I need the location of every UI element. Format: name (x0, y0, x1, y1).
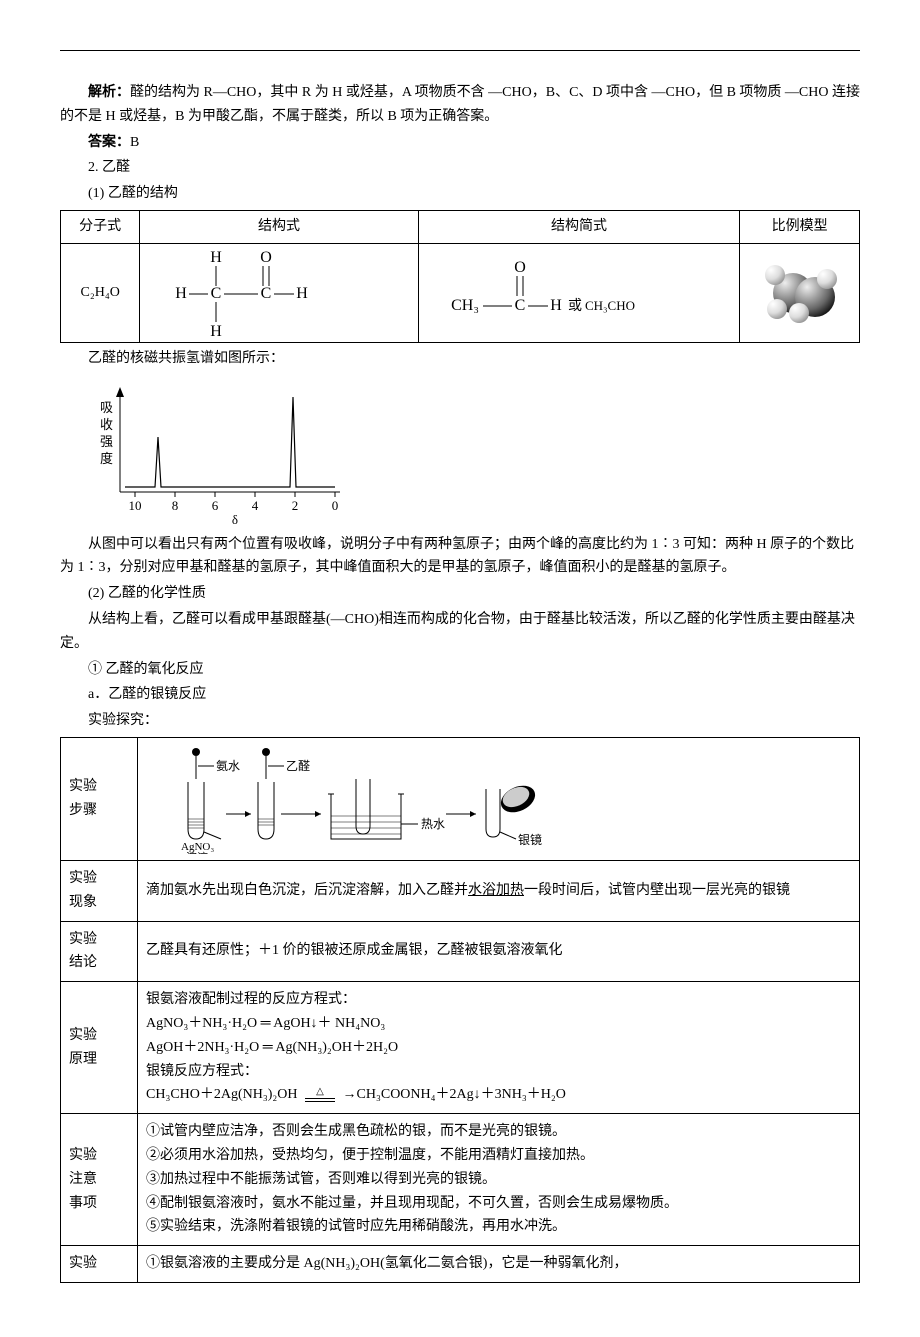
svg-label-CH3: CH₃ (451, 297, 479, 314)
structure-table: 分子式 结构式 结构简式 比例模型 C₂H₄O H O H C C (60, 210, 860, 343)
table-row: 分子式 结构式 结构简式 比例模型 (61, 210, 860, 243)
tick-8: 8 (172, 498, 179, 513)
cell-structural: H O H C C H H (140, 243, 418, 342)
svg-label-alt: CH₃CHO (585, 298, 635, 313)
note-2: ②必须用水浴加热，受热均匀，便于控制温度，不能用酒精灯直接加热。 (146, 1144, 851, 1168)
row-steps-content: 氨水 AgNO₃ 溶液 乙醛 (138, 737, 860, 860)
principle-eq2: AgOH＋2NH₃·H₂O ═ Ag(NH₃)₂OH＋2H₂O (146, 1036, 851, 1060)
table-row: 实验 注意 事项 ①试管内壁应洁净，否则会生成黑色疏松的银，而不是光亮的银镜。 … (61, 1114, 860, 1246)
analysis-para: 解析：醛的结构为 R—CHO，其中 R 为 H 或烃基，A 项物质不含 —CHO… (60, 81, 860, 129)
th-model: 比例模型 (740, 210, 860, 243)
tick-2: 2 (292, 498, 299, 513)
svg-label-O: O (261, 249, 273, 266)
answer-label: 答案： (88, 135, 130, 150)
experiment-steps-svg: 氨水 AgNO₃ 溶液 乙醛 (146, 744, 566, 854)
note-5: ⑤实验结束，洗涤附着银镜的试管时应先用稀硝酸洗，再用水冲洗。 (146, 1215, 851, 1239)
section-2: 2. 乙醛 (60, 156, 860, 180)
molecule-model (765, 265, 835, 321)
svg-hotwater: 热水 (421, 817, 445, 831)
section-2-2-text: 从结构上看，乙醛可以看成甲基跟醛基(—CHO)相连而构成的化合物，由于醛基比较活… (60, 608, 860, 656)
section-2-2: (2) 乙醛的化学性质 (60, 582, 860, 606)
svg-ammonia: 氨水 (216, 759, 240, 773)
nmr-analysis: 从图中可以看出只有两个位置有吸收峰，说明分子中有两种氢原子；由两个峰的高度比约为… (60, 533, 860, 581)
principle-intro: 银氨溶液配制过程的反应方程式： (146, 988, 851, 1012)
row-last-label: 实验 (61, 1246, 138, 1283)
top-rule (60, 50, 860, 51)
svg-label-O2: O (514, 259, 526, 276)
note-3: ③加热过程中不能振荡试管，否则难以得到光亮的银镜。 (146, 1168, 851, 1192)
row-conclusion: 乙醛具有还原性；＋1 价的银被还原成金属银，乙醛被银氨溶液氧化 (138, 921, 860, 982)
note-4: ④配制银氨溶液时，氨水不能过量，并且现用现配，不可久置，否则会生成易爆物质。 (146, 1192, 851, 1216)
nmr-caption: 乙醛的核磁共振氢谱如图所示： (60, 347, 860, 371)
principle-eq1: AgNO₃＋NH₃·H₂O ═ AgOH↓＋ NH₄NO₃ (146, 1012, 851, 1036)
tick-0: 0 (332, 498, 339, 513)
structural-formula-svg: H O H C C H H (146, 248, 326, 338)
row-conclusion-label: 实验 结论 (61, 921, 138, 982)
nmr-xlabel: δ (232, 512, 238, 527)
nmr-chart-container: 吸 收 强 度 10 8 6 4 2 0 δ (60, 377, 860, 527)
svg-label-H: H (211, 249, 223, 266)
cell-formula: C₂H₄O (61, 243, 140, 342)
svg-label-C1: C (211, 285, 222, 302)
th-condensed: 结构简式 (418, 210, 740, 243)
answer-text: B (130, 135, 139, 150)
nmr-ylabel-1: 吸 (100, 400, 113, 415)
experiment-table: 实验 步骤 氨水 AgNO₃ 溶液 (60, 737, 860, 1283)
section-2-2-1a: a．乙醛的银镜反应 (60, 683, 860, 707)
cell-condensed: O CH₃ C H 或 CH₃CHO (418, 243, 740, 342)
table-row: 实验 结论 乙醛具有还原性；＋1 价的银被还原成金属银，乙醛被银氨溶液氧化 (61, 921, 860, 982)
note-1: ①试管内壁应洁净，否则会生成黑色疏松的银，而不是光亮的银镜。 (146, 1120, 851, 1144)
svg-label-or: 或 (568, 298, 582, 314)
nmr-chart-svg: 吸 收 强 度 10 8 6 4 2 0 δ (60, 377, 360, 527)
tick-4: 4 (252, 498, 259, 513)
row-notes-label: 实验 注意 事项 (61, 1114, 138, 1246)
nmr-ylabel-3: 强 (100, 434, 113, 449)
tick-10: 10 (129, 498, 142, 513)
section-2-1: (1) 乙醛的结构 (60, 182, 860, 206)
section-2-2-1: ① 乙醛的氧化反应 (60, 658, 860, 682)
row-last: ①银氨溶液的主要成分是 Ag(NH₃)₂OH(氢氧化二氨合银)，它是一种弱氧化剂… (138, 1246, 860, 1283)
svg-mirror: 银镜 (518, 832, 542, 847)
svg-label-H2: H (550, 297, 562, 314)
svg-label-Hl: H (176, 285, 188, 302)
table-row: 实验 原理 银氨溶液配制过程的反应方程式： AgNO₃＋NH₃·H₂O ═ Ag… (61, 982, 860, 1114)
principle-mirror-intro: 银镜反应方程式： (146, 1060, 851, 1084)
table-row: C₂H₄O H O H C C H H (61, 243, 860, 342)
th-formula: 分子式 (61, 210, 140, 243)
row-phenomenon-label: 实验 现象 (61, 860, 138, 921)
table-row: 实验 ①银氨溶液的主要成分是 Ag(NH₃)₂OH(氢氧化二氨合银)，它是一种弱… (61, 1246, 860, 1283)
cell-model (740, 243, 860, 342)
row-steps-label: 实验 步骤 (61, 737, 138, 860)
principle-eq3: CH₃CHO＋2Ag(NH₃)₂OH △ →CH₃COONH₄＋2Ag↓＋3NH… (146, 1083, 851, 1107)
table-row: 实验 步骤 氨水 AgNO₃ 溶液 (61, 737, 860, 860)
svg-acetal: 乙醛 (286, 758, 310, 773)
table-row: 实验 现象 滴加氨水先出现白色沉淀，后沉淀溶解，加入乙醛并水浴加热一段时间后，试… (61, 860, 860, 921)
row-notes: ①试管内壁应洁净，否则会生成黑色疏松的银，而不是光亮的银镜。 ②必须用水浴加热，… (138, 1114, 860, 1246)
row-principle: 银氨溶液配制过程的反应方程式： AgNO₃＋NH₃·H₂O ═ AgOH↓＋ N… (138, 982, 860, 1114)
row-phenomenon: 滴加氨水先出现白色沉淀，后沉淀溶解，加入乙醛并水浴加热一段时间后，试管内壁出现一… (138, 860, 860, 921)
th-structural: 结构式 (140, 210, 418, 243)
nmr-ylabel-4: 度 (100, 451, 113, 466)
svg-label-C2: C (261, 285, 272, 302)
condensed-formula-svg: O CH₃ C H 或 CH₃CHO (425, 258, 635, 328)
svg-label-C: C (514, 297, 525, 314)
analysis-text: 醛的结构为 R—CHO，其中 R 为 H 或烃基，A 项物质不含 —CHO，B、… (60, 85, 860, 124)
svg-label-Hr: H (297, 285, 309, 302)
nmr-ylabel-2: 收 (100, 417, 113, 432)
tick-6: 6 (212, 498, 219, 513)
answer-para: 答案：B (60, 131, 860, 155)
row-principle-label: 实验 原理 (61, 982, 138, 1114)
section-2-2-1a-sub: 实验探究： (60, 709, 860, 733)
analysis-label: 解析： (88, 85, 130, 100)
svg-label-Hb: H (211, 323, 223, 338)
